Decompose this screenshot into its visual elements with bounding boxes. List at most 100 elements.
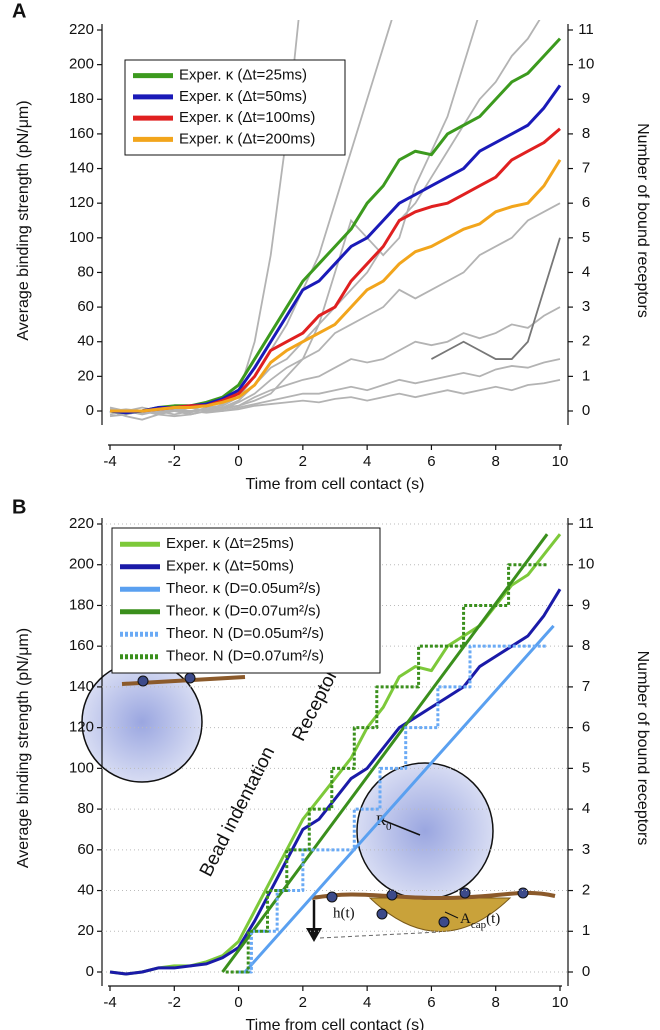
x-tick-label: 8 bbox=[492, 994, 500, 1011]
y2-tick-label: 11 bbox=[578, 21, 594, 38]
y2-tick-label: 6 bbox=[582, 719, 590, 736]
trace-line bbox=[110, 306, 561, 416]
cap-text: A bbox=[460, 911, 471, 927]
y2-tick-label: 2 bbox=[582, 333, 590, 350]
y-tick-label: 80 bbox=[77, 800, 94, 817]
y-tick-label: 180 bbox=[69, 90, 94, 107]
cap-label: Acap(t) bbox=[460, 911, 500, 930]
height-label: h(t) bbox=[333, 905, 355, 921]
series-line bbox=[109, 588, 562, 976]
legend-label: Theor. N (D=0.07um²/s) bbox=[166, 648, 324, 665]
y2-tick-label: 1 bbox=[582, 922, 590, 939]
legend-label: Exper. κ (Δt=25ms) bbox=[166, 535, 294, 552]
y2-tick-label: 2 bbox=[582, 882, 590, 899]
y2-tick-label: 10 bbox=[578, 556, 595, 573]
y-tick-label: 160 bbox=[69, 637, 94, 654]
y2-tick-label: 1 bbox=[582, 367, 590, 384]
y-tick-label: 120 bbox=[69, 719, 94, 736]
plot-area bbox=[109, 20, 562, 421]
panel-letter: A bbox=[12, 0, 26, 22]
series-line bbox=[110, 159, 562, 413]
x-tick-label: 4 bbox=[363, 994, 371, 1011]
y-axis-label: Average binding strength (pN/μm) bbox=[15, 100, 32, 340]
y2-tick-label: 7 bbox=[582, 678, 590, 695]
x-tick-label: -2 bbox=[168, 453, 181, 470]
y-tick-label: 140 bbox=[69, 678, 94, 695]
series-line bbox=[243, 624, 555, 973]
y-tick-label: 20 bbox=[77, 922, 94, 939]
legend-box bbox=[111, 527, 381, 674]
legend-label: Theor. κ (D=0.07um²/s) bbox=[166, 603, 321, 620]
x-axis-label: Time from cell contact (s) bbox=[246, 1017, 425, 1030]
x-axis-label: Time from cell contact (s) bbox=[246, 476, 425, 493]
radius-sub: 0 bbox=[386, 821, 392, 833]
y-tick-label: 180 bbox=[69, 596, 94, 613]
x-tick-label: -4 bbox=[103, 453, 116, 470]
y-tick-label: 140 bbox=[69, 160, 94, 177]
y2-tick-label: 0 bbox=[582, 963, 590, 980]
y2-tick-label: 8 bbox=[582, 125, 590, 142]
y2-tick-label: 5 bbox=[582, 759, 590, 776]
y-tick-label: 60 bbox=[77, 298, 94, 315]
legend-label: Exper. κ (Δt=50ms) bbox=[166, 558, 294, 575]
y-tick-label: 0 bbox=[86, 402, 94, 419]
y-tick-label: 80 bbox=[77, 263, 94, 280]
trace-line bbox=[109, 20, 479, 416]
x-tick-label: 6 bbox=[427, 453, 435, 470]
bead-diagram-right bbox=[306, 762, 556, 942]
x-tick-label: -4 bbox=[103, 994, 116, 1011]
plot-area bbox=[109, 533, 562, 976]
y-tick-label: 0 bbox=[86, 963, 94, 980]
annotation: Bead indentation bbox=[196, 743, 279, 880]
y-tick-label: 40 bbox=[77, 882, 94, 899]
trace-line bbox=[431, 237, 561, 360]
legend-label: Theor. κ (D=0.05um²/s) bbox=[166, 580, 321, 597]
y-tick-label: 20 bbox=[77, 367, 94, 384]
x-tick-label: 4 bbox=[363, 453, 371, 470]
y-tick-label: 100 bbox=[69, 759, 94, 776]
y-axis-label: Average binding strength (pN/μm) bbox=[15, 628, 32, 868]
x-tick-label: 0 bbox=[234, 994, 242, 1011]
y2-tick-label: 3 bbox=[582, 841, 590, 858]
y2-tick-label: 10 bbox=[578, 56, 595, 73]
cap-sub: cap bbox=[471, 919, 487, 931]
series-line bbox=[225, 563, 548, 974]
x-tick-label: 10 bbox=[552, 994, 569, 1011]
y2-tick-label: 7 bbox=[582, 160, 590, 177]
y2-tick-label: 0 bbox=[582, 402, 590, 419]
y-tick-label: 120 bbox=[69, 194, 94, 211]
y-tick-label: 100 bbox=[69, 229, 94, 246]
y2-tick-label: 5 bbox=[582, 229, 590, 246]
y-tick-label: 160 bbox=[69, 125, 94, 142]
legend-label: Exper. κ (Δt=200ms) bbox=[179, 130, 315, 147]
y2-tick-label: 4 bbox=[582, 800, 590, 817]
panel-letter: B bbox=[12, 496, 26, 518]
y2-tick-label: 11 bbox=[578, 515, 594, 532]
y-tick-label: 40 bbox=[77, 333, 94, 350]
series-line bbox=[238, 644, 548, 974]
y-tick-label: 200 bbox=[69, 56, 94, 73]
bead-diagram-left bbox=[81, 661, 246, 783]
x-tick-label: -2 bbox=[168, 994, 181, 1011]
x-tick-label: 8 bbox=[492, 453, 500, 470]
x-tick-label: 6 bbox=[427, 994, 435, 1011]
y2-axis-label: Number of bound receptors bbox=[634, 123, 651, 318]
y2-axis-label: Number of bound receptors bbox=[634, 651, 651, 846]
y2-tick-label: 8 bbox=[582, 637, 590, 654]
y2-tick-label: 6 bbox=[582, 194, 590, 211]
x-tick-label: 2 bbox=[299, 994, 307, 1011]
x-tick-label: 10 bbox=[552, 453, 569, 470]
y2-tick-label: 9 bbox=[582, 596, 590, 613]
y-tick-label: 200 bbox=[69, 556, 94, 573]
legend-label: Theor. N (D=0.05um²/s) bbox=[166, 625, 324, 642]
x-tick-label: 2 bbox=[299, 453, 307, 470]
legend-label: Exper. κ (Δt=50ms) bbox=[179, 88, 307, 105]
trace-line bbox=[109, 378, 561, 416]
y-tick-label: 220 bbox=[69, 515, 94, 532]
y2-tick-label: 4 bbox=[582, 263, 590, 280]
trace-line bbox=[109, 20, 300, 418]
legend-label: Exper. κ (Δt=100ms) bbox=[179, 109, 315, 126]
y2-tick-label: 3 bbox=[582, 298, 590, 315]
x-tick-label: 0 bbox=[234, 453, 242, 470]
